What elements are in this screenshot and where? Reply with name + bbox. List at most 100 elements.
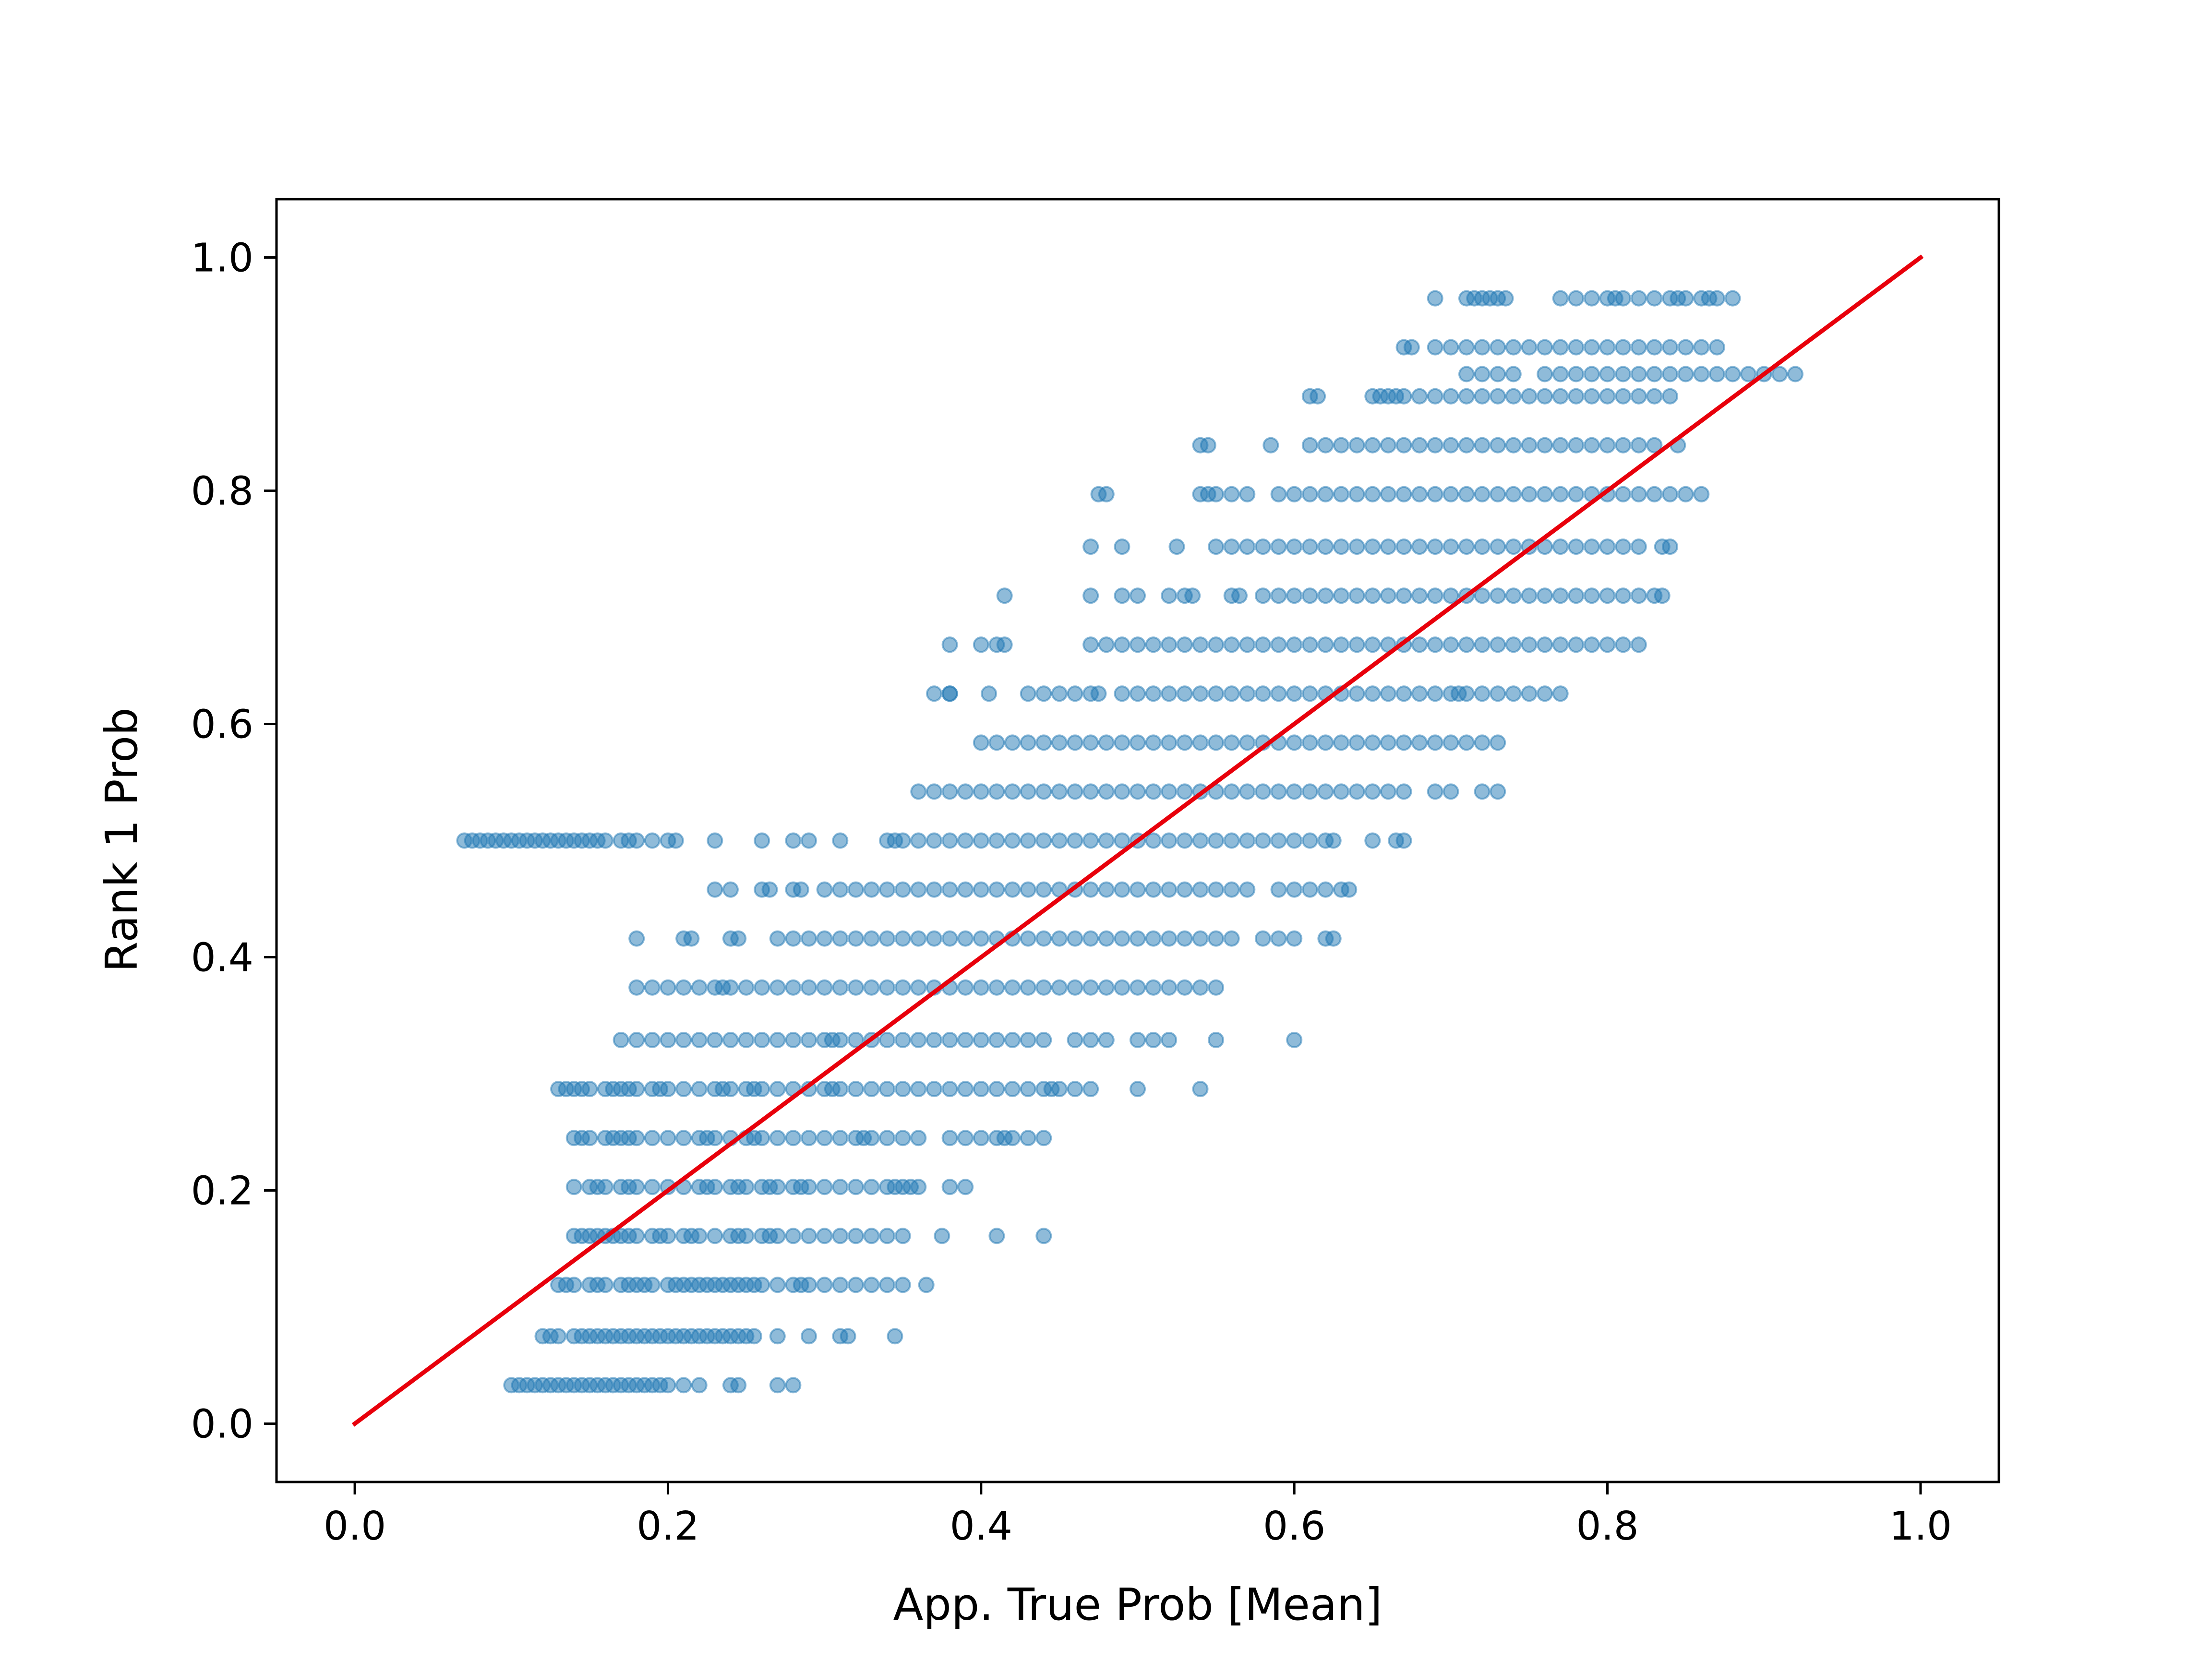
data-point: [1458, 339, 1475, 356]
data-point: [1200, 437, 1216, 454]
data-point: [1310, 388, 1326, 405]
data-point: [1286, 1032, 1303, 1048]
data-point: [1599, 437, 1616, 454]
data-point: [1537, 685, 1553, 702]
data-point: [894, 881, 911, 898]
data-point: [565, 1179, 582, 1195]
data-point: [1067, 979, 1083, 996]
data-point: [1490, 587, 1506, 604]
data-point: [1341, 881, 1358, 898]
data-point: [1771, 366, 1788, 382]
data-point: [1145, 685, 1162, 702]
data-point: [894, 1081, 911, 1098]
data-point: [1599, 388, 1616, 405]
data-point: [1443, 783, 1459, 800]
data-point: [1145, 881, 1162, 898]
data-point: [1333, 587, 1349, 604]
data-point: [1067, 832, 1083, 849]
data-point: [816, 979, 833, 996]
data-point: [1114, 734, 1130, 751]
data-point: [1568, 587, 1585, 604]
data-point: [1662, 366, 1678, 382]
data-point: [1490, 685, 1506, 702]
data-point: [1176, 636, 1193, 653]
data-point: [941, 1081, 958, 1098]
data-point: [785, 1377, 802, 1394]
data-point: [1646, 366, 1663, 382]
data-point: [1301, 783, 1318, 800]
data-point: [832, 1130, 849, 1147]
data-point: [1395, 783, 1412, 800]
data-point: [1537, 486, 1553, 502]
data-point: [926, 1032, 942, 1048]
data-point: [1223, 538, 1240, 555]
data-point: [1411, 734, 1428, 751]
data-point: [1380, 486, 1396, 502]
data-point: [1427, 538, 1443, 555]
data-point: [801, 979, 817, 996]
data-point: [1497, 290, 1514, 307]
data-point: [973, 881, 989, 898]
data-point: [1145, 1032, 1162, 1048]
data-point: [1474, 587, 1491, 604]
data-point: [754, 832, 770, 849]
data-point: [1161, 636, 1178, 653]
data-point: [628, 832, 645, 849]
data-point: [1474, 783, 1491, 800]
data-point: [879, 881, 896, 898]
data-point: [1317, 587, 1334, 604]
data-point: [761, 881, 778, 898]
data-point: [769, 1032, 786, 1048]
data-point: [1035, 881, 1052, 898]
data-point: [801, 1228, 817, 1244]
data-point: [1114, 636, 1130, 653]
data-point: [973, 832, 989, 849]
data-point: [793, 881, 809, 898]
data-point: [1677, 366, 1694, 382]
data-point: [1615, 538, 1632, 555]
data-point: [1098, 783, 1115, 800]
data-point: [1364, 685, 1381, 702]
data-point: [769, 1179, 786, 1195]
data-point: [628, 1032, 645, 1048]
data-point: [1599, 538, 1616, 555]
data-point: [1490, 366, 1506, 382]
data-point: [816, 881, 833, 898]
data-point: [1130, 734, 1146, 751]
data-point: [1364, 636, 1381, 653]
data-point: [1630, 587, 1647, 604]
data-point: [1176, 930, 1193, 947]
data-point: [1583, 636, 1600, 653]
data-point: [957, 783, 974, 800]
data-point: [988, 1081, 1005, 1098]
data-point: [1004, 832, 1021, 849]
reference-line: [351, 254, 1924, 1427]
data-point: [722, 1032, 739, 1048]
data-point: [1239, 881, 1256, 898]
data-point: [1599, 587, 1616, 604]
data-point: [1098, 881, 1115, 898]
data-point: [894, 832, 911, 849]
data-point: [1458, 388, 1475, 405]
data-point: [879, 1081, 896, 1098]
data-point: [910, 783, 927, 800]
data-point: [1583, 339, 1600, 356]
data-point: [675, 1032, 692, 1048]
data-point: [644, 1179, 661, 1195]
data-point: [941, 832, 958, 849]
data-point: [1443, 734, 1459, 751]
data-point: [941, 783, 958, 800]
data-point: [722, 1081, 739, 1098]
data-point: [1192, 636, 1209, 653]
data-point: [1505, 538, 1522, 555]
data-point: [1583, 437, 1600, 454]
data-point: [1208, 636, 1225, 653]
y-tick-label: 0.0: [191, 1402, 253, 1447]
data-point: [863, 881, 880, 898]
data-point: [1708, 366, 1725, 382]
data-point: [1458, 366, 1475, 382]
data-point: [1301, 538, 1318, 555]
data-point: [1615, 339, 1632, 356]
data-point: [1114, 538, 1130, 555]
